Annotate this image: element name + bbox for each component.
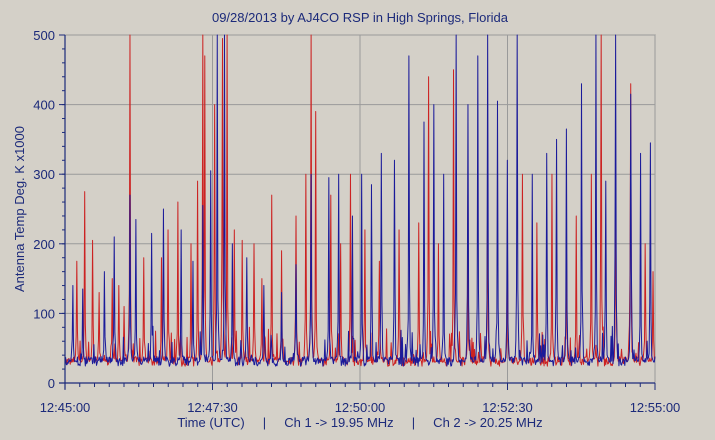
- y-tick-label: 0: [48, 376, 55, 391]
- chart-title: 09/28/2013 by AJ4CO RSP in High Springs,…: [212, 10, 509, 25]
- y-tick-label: 200: [33, 237, 55, 252]
- x-axis-label: Time (UTC) | Ch 1 -> 19.95 MHz | Ch 2 ->…: [177, 415, 542, 430]
- y-tick-label: 100: [33, 306, 55, 321]
- axes: 0 100 200 300 400 500 12:45:00 12:47:30 12:50:00…: [33, 28, 680, 415]
- series-line-2: [64, 34, 656, 367]
- series-line-1: [64, 34, 656, 367]
- series-layer: [64, 34, 656, 367]
- y-tick-label: 400: [33, 98, 55, 113]
- y-tick-label: 300: [33, 167, 55, 182]
- y-tick-label: 500: [33, 28, 55, 43]
- x-tick-label: 12:50:00: [335, 400, 386, 415]
- y-axis-label: Antenna Temp Deg. K x1000: [12, 126, 27, 292]
- x-tick-label: 12:52:30: [482, 400, 533, 415]
- x-tick-label: 12:45:00: [40, 400, 91, 415]
- x-tick-label: 12:55:00: [630, 400, 681, 415]
- x-tick-label: 12:47:30: [187, 400, 238, 415]
